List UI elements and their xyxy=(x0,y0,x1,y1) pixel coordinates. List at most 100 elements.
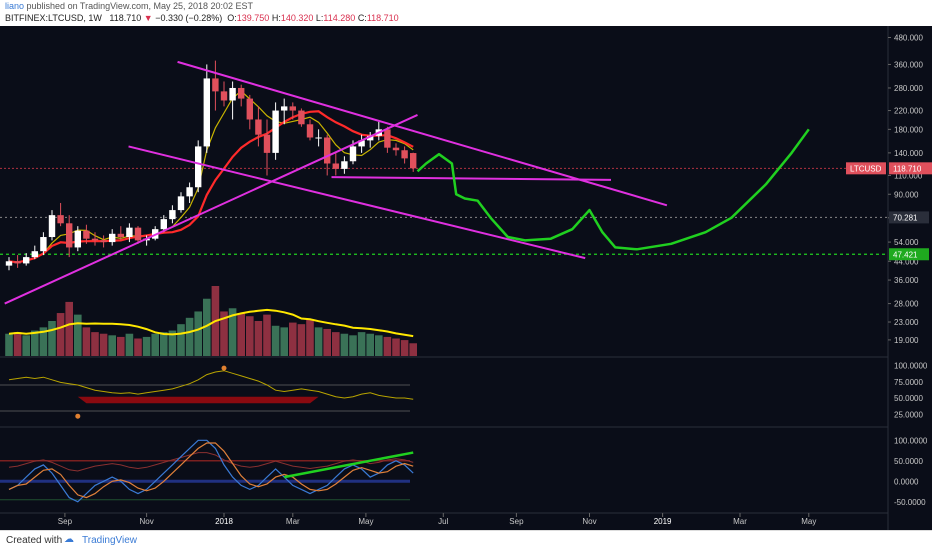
candle-body xyxy=(238,87,245,99)
candle-body xyxy=(23,257,30,264)
volume-bar xyxy=(263,314,271,356)
lower-channel-line xyxy=(128,145,586,260)
osc-marker xyxy=(221,365,227,371)
volume-bar xyxy=(400,340,409,356)
osc-tick-label: 100.0000 xyxy=(894,362,928,371)
volume-bar xyxy=(332,332,340,356)
candle-body xyxy=(332,163,339,169)
candle-body xyxy=(203,78,210,147)
open-value: 139.750 xyxy=(236,13,270,23)
publish-line: liano published on TradingView.com, May … xyxy=(5,1,253,11)
candle-body xyxy=(5,261,13,266)
volume-bar xyxy=(383,336,392,356)
candle-body xyxy=(255,119,262,135)
price-tick-label: 36.000 xyxy=(894,276,919,285)
horizontal-support-trendline xyxy=(331,176,612,181)
candle-body xyxy=(246,98,253,120)
chart-svg[interactable]: 480.000 360.000 280.000 220.000 180.000 140.0… xyxy=(0,26,932,530)
candle-body xyxy=(212,78,219,92)
mom-slow-line xyxy=(8,452,414,472)
mom-signal-line xyxy=(8,442,414,499)
high-label: H: xyxy=(271,13,281,23)
mom-fast-line xyxy=(8,439,414,503)
osc-marker xyxy=(75,413,81,419)
candle-body xyxy=(100,240,107,243)
price-tick-label: 23.000 xyxy=(894,318,919,327)
time-tick-label: 2018 xyxy=(215,517,233,526)
mom-tick-label: 100.0000 xyxy=(894,436,928,445)
candle-body xyxy=(14,261,21,264)
volume-bar xyxy=(160,332,168,356)
volume-bar xyxy=(314,327,323,356)
volume-bar xyxy=(5,333,13,356)
candle-body xyxy=(410,153,417,169)
time-tick-label: Sep xyxy=(509,517,524,526)
candle-body xyxy=(109,233,116,243)
candle-body xyxy=(40,237,47,252)
low-label: L: xyxy=(315,13,324,23)
volume-bar xyxy=(134,338,142,356)
open-label: O: xyxy=(227,13,237,23)
volume-bar xyxy=(271,325,280,356)
volume-bar xyxy=(117,336,125,356)
volume-bar xyxy=(56,313,65,356)
candle-body xyxy=(341,161,348,169)
author-link[interactable]: liano xyxy=(5,1,25,11)
volume-bar xyxy=(82,327,91,356)
price-tick-label: 280.000 xyxy=(894,84,923,93)
price-tick-label: 90.000 xyxy=(894,190,919,199)
volume-bar xyxy=(357,332,366,356)
price-tag-value: 70.281 xyxy=(893,213,918,222)
volume-bar xyxy=(194,311,202,356)
osc-tick-label: 75.0000 xyxy=(894,378,923,387)
price-tag xyxy=(889,248,929,261)
candle-body xyxy=(91,238,99,241)
tradingview-brand[interactable]: TradingView xyxy=(82,535,138,546)
candle-body xyxy=(134,227,142,241)
mom-tick-label: -50.0000 xyxy=(894,498,926,507)
price-tick-label: 19.000 xyxy=(894,336,919,345)
publish-info: published on TradingView.com, May 25, 20… xyxy=(26,1,254,11)
candle-body xyxy=(186,187,193,197)
volume-bar xyxy=(31,330,39,356)
time-tick-label: 2019 xyxy=(654,517,672,526)
volume-bar xyxy=(13,332,22,356)
volume-bar xyxy=(22,335,30,356)
symbol-tag-label: LTCUSD xyxy=(850,164,882,173)
price-tag xyxy=(889,211,929,224)
candle-body xyxy=(31,251,38,258)
price-tag xyxy=(889,162,932,175)
volume-bar xyxy=(177,324,185,356)
volume-bar xyxy=(65,301,73,356)
volume-bar xyxy=(280,327,288,356)
volume-bar xyxy=(151,333,159,356)
volume-bar xyxy=(254,321,263,356)
mom-tick-label: 50.0000 xyxy=(894,457,923,466)
candle-body xyxy=(367,135,374,141)
volume-bar xyxy=(91,332,99,356)
osc-tick-label: 25.0000 xyxy=(894,410,923,419)
price-tick-label: 44.000 xyxy=(894,257,919,266)
last-price: 118.710 xyxy=(109,13,142,23)
candle-body xyxy=(48,215,56,238)
chart-area[interactable]: 480.000 360.000 280.000 220.000 180.000 140.0… xyxy=(0,26,932,530)
volume-bar xyxy=(108,335,116,356)
symbol-tag xyxy=(846,162,886,175)
osc-fill-band xyxy=(77,396,319,404)
projection-path xyxy=(416,128,810,251)
volume-bar xyxy=(228,308,237,356)
candle-body xyxy=(272,110,279,153)
time-tick-label: Nov xyxy=(582,517,596,526)
chart-header: liano published on TradingView.com, May … xyxy=(0,0,932,26)
high-value: 140.320 xyxy=(280,13,314,23)
volume-bar xyxy=(142,336,151,356)
time-tick-label: Sep xyxy=(58,517,73,526)
volume-bar xyxy=(409,343,417,356)
change-down-icon: ▼ xyxy=(143,13,153,23)
price-tick-label: 54.000 xyxy=(894,238,919,247)
time-tick-label: May xyxy=(801,517,816,526)
tradingview-logo-icon: ☁ xyxy=(64,534,74,545)
volume-ma-line xyxy=(8,308,414,338)
volume-bar xyxy=(99,333,108,356)
candle-body xyxy=(229,87,236,101)
